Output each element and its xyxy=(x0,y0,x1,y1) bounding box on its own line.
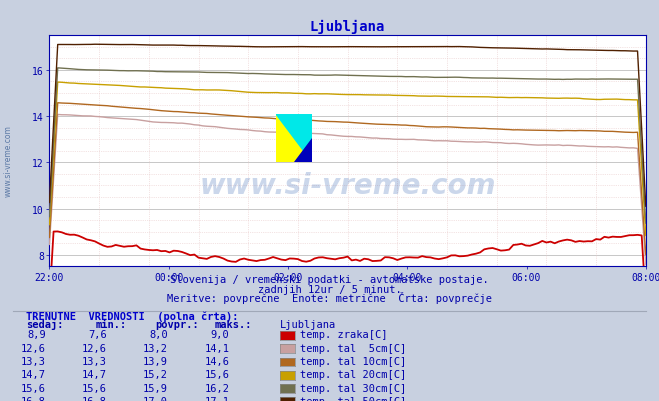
Text: temp. tal 20cm[C]: temp. tal 20cm[C] xyxy=(300,369,406,379)
Text: 15,9: 15,9 xyxy=(143,383,168,393)
Text: temp. tal 10cm[C]: temp. tal 10cm[C] xyxy=(300,356,406,366)
Text: 13,2: 13,2 xyxy=(143,343,168,353)
Text: 13,9: 13,9 xyxy=(143,356,168,366)
Text: 15,2: 15,2 xyxy=(143,369,168,379)
Text: 15,6: 15,6 xyxy=(21,383,46,393)
Text: 9,0: 9,0 xyxy=(211,330,229,340)
Text: 16,8: 16,8 xyxy=(82,396,107,401)
Text: 17,0: 17,0 xyxy=(143,396,168,401)
Text: povpr.:: povpr.: xyxy=(155,320,198,330)
Text: 12,6: 12,6 xyxy=(82,343,107,353)
Text: www.si-vreme.com: www.si-vreme.com xyxy=(200,172,496,200)
Text: maks.:: maks.: xyxy=(214,320,252,330)
Polygon shape xyxy=(294,139,312,163)
Text: 12,6: 12,6 xyxy=(21,343,46,353)
Text: temp. tal 30cm[C]: temp. tal 30cm[C] xyxy=(300,383,406,393)
Text: www.si-vreme.com: www.si-vreme.com xyxy=(4,125,13,196)
Text: zadnjih 12ur / 5 minut.: zadnjih 12ur / 5 minut. xyxy=(258,284,401,294)
Text: 17,1: 17,1 xyxy=(204,396,229,401)
Text: temp. tal  5cm[C]: temp. tal 5cm[C] xyxy=(300,343,406,353)
Text: 15,6: 15,6 xyxy=(82,383,107,393)
Text: 15,6: 15,6 xyxy=(204,369,229,379)
Text: 7,6: 7,6 xyxy=(88,330,107,340)
Text: temp. zraka[C]: temp. zraka[C] xyxy=(300,330,387,340)
Text: sedaj:: sedaj: xyxy=(26,319,64,330)
Text: 8,9: 8,9 xyxy=(28,330,46,340)
Text: Slovenija / vremenski podatki - avtomatske postaje.: Slovenija / vremenski podatki - avtomats… xyxy=(170,275,489,285)
Text: 14,6: 14,6 xyxy=(204,356,229,366)
Polygon shape xyxy=(276,115,312,163)
Text: 13,3: 13,3 xyxy=(82,356,107,366)
Text: Ljubljana: Ljubljana xyxy=(280,320,336,330)
Text: temp. tal 50cm[C]: temp. tal 50cm[C] xyxy=(300,396,406,401)
Text: min.:: min.: xyxy=(96,320,127,330)
Text: 14,1: 14,1 xyxy=(204,343,229,353)
Text: 8,0: 8,0 xyxy=(150,330,168,340)
Text: Meritve: povprečne  Enote: metrične  Črta: povprečje: Meritve: povprečne Enote: metrične Črta:… xyxy=(167,292,492,304)
Title: Ljubljana: Ljubljana xyxy=(310,19,386,34)
Text: 16,2: 16,2 xyxy=(204,383,229,393)
Text: 13,3: 13,3 xyxy=(21,356,46,366)
Text: TRENUTNE  VREDNOSTI  (polna črta):: TRENUTNE VREDNOSTI (polna črta): xyxy=(26,310,239,321)
Polygon shape xyxy=(276,115,312,163)
Text: 14,7: 14,7 xyxy=(21,369,46,379)
Text: 14,7: 14,7 xyxy=(82,369,107,379)
Text: 16,8: 16,8 xyxy=(21,396,46,401)
